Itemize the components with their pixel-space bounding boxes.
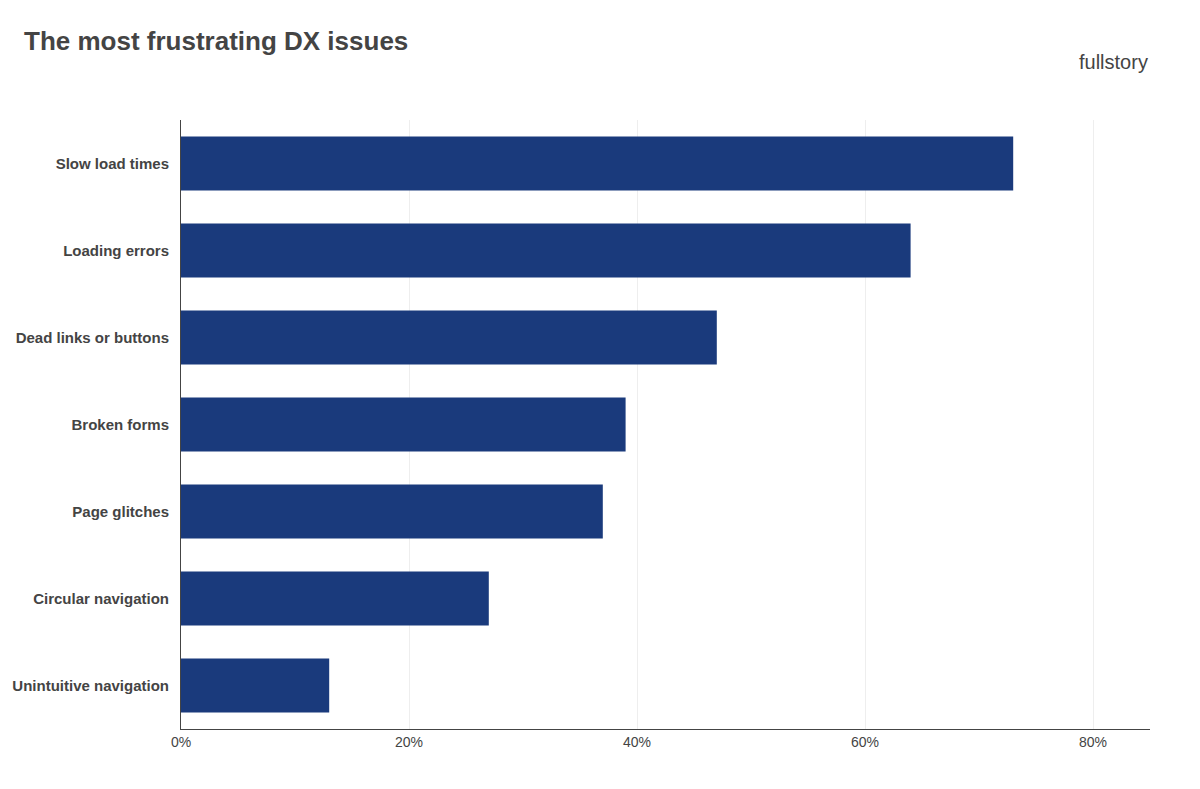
svg-text:The most frustrating DX issues: The most frustrating DX issues bbox=[24, 26, 408, 56]
svg-text:40%: 40% bbox=[623, 734, 651, 750]
svg-text:Unintuitive navigation: Unintuitive navigation bbox=[12, 677, 169, 694]
svg-text:Dead links or buttons: Dead links or buttons bbox=[16, 329, 169, 346]
svg-text:Loading errors: Loading errors bbox=[63, 242, 169, 259]
svg-text:Circular navigation: Circular navigation bbox=[33, 590, 169, 607]
svg-text:20%: 20% bbox=[395, 734, 423, 750]
svg-text:0%: 0% bbox=[171, 734, 191, 750]
svg-text:Slow load times: Slow load times bbox=[56, 155, 169, 172]
svg-text:60%: 60% bbox=[851, 734, 879, 750]
svg-text:fullstory: fullstory bbox=[1079, 51, 1148, 73]
svg-text:Broken forms: Broken forms bbox=[71, 416, 169, 433]
svg-text:Page glitches: Page glitches bbox=[72, 503, 169, 520]
svg-text:80%: 80% bbox=[1079, 734, 1107, 750]
